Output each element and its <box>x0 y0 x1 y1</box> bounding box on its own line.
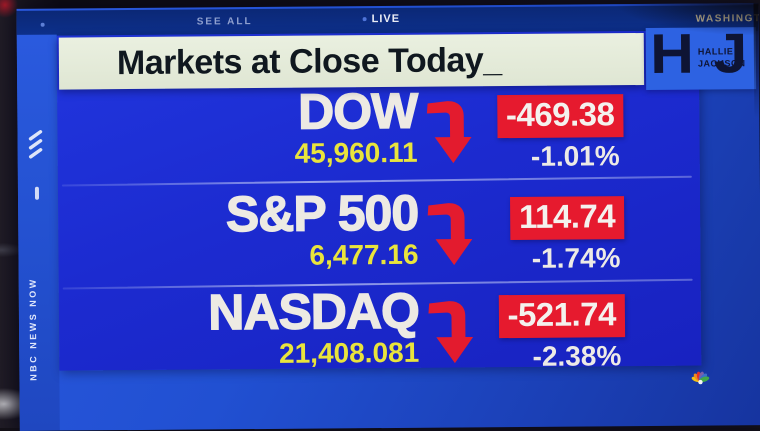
index-close-value: 45,960.11 <box>294 136 418 169</box>
market-board: DOW 45,960.11 -469.38 -1.01% S&P 500 6,4… <box>56 30 702 372</box>
page-title: Markets at Close Today_ <box>116 40 502 82</box>
location-label: WASHINGTON <box>695 12 760 25</box>
network-sidebar: NBC NEWS NOW <box>16 34 60 431</box>
change-badge: -521.74 <box>498 294 626 339</box>
sidebar-dash-icon <box>34 186 40 200</box>
down-arrow-icon <box>428 301 474 364</box>
index-name: S&P 500 <box>225 184 419 243</box>
anchor-name-last: JACKSON <box>697 57 746 69</box>
anchor-monogram-j: J <box>713 27 748 85</box>
market-row-dow: DOW 45,960.11 -469.38 -1.01% <box>127 82 692 182</box>
anchor-name-first: HALLIE <box>697 46 734 57</box>
network-vertical-label: NBC NEWS NOW <box>27 277 39 381</box>
down-arrow-icon <box>426 101 472 164</box>
tv-screen: SEE ALL LIVE WASHINGTON NBC NEWS NOW DOW… <box>16 3 760 431</box>
see-all-link[interactable]: SEE ALL <box>196 16 253 28</box>
live-indicator[interactable]: LIVE <box>362 12 401 26</box>
nbc-news-now-slashes-icon <box>28 130 43 159</box>
change-percent: -1.01% <box>530 140 620 172</box>
index-close-value: 21,408.081 <box>278 336 420 369</box>
change-percent: -2.38% <box>532 340 622 372</box>
anchor-bug: H J HALLIE JACKSON <box>645 27 757 90</box>
market-row-nasdaq: NASDAQ 21,408.081 -521.74 -2.38% <box>129 282 694 382</box>
nbc-peacock-icon <box>691 371 710 385</box>
change-badge: 114.74 <box>509 196 625 241</box>
live-dot-icon <box>362 17 367 22</box>
nav-dot-icon <box>40 22 45 27</box>
anchor-name: HALLIE JACKSON <box>698 46 746 70</box>
index-name: DOW <box>297 82 418 140</box>
change-badge: -469.38 <box>496 94 624 139</box>
anchor-monogram-h: H <box>650 27 695 85</box>
index-name: NASDAQ <box>207 282 420 341</box>
change-percent: -1.74% <box>531 242 621 274</box>
market-row-sp500: S&P 500 6,477.16 114.74 -1.74% <box>128 184 693 284</box>
index-close-value: 6,477.16 <box>309 238 419 271</box>
live-label: LIVE <box>371 12 401 26</box>
markets-header: Markets at Close Today_ <box>58 32 645 90</box>
down-arrow-icon <box>427 203 473 266</box>
